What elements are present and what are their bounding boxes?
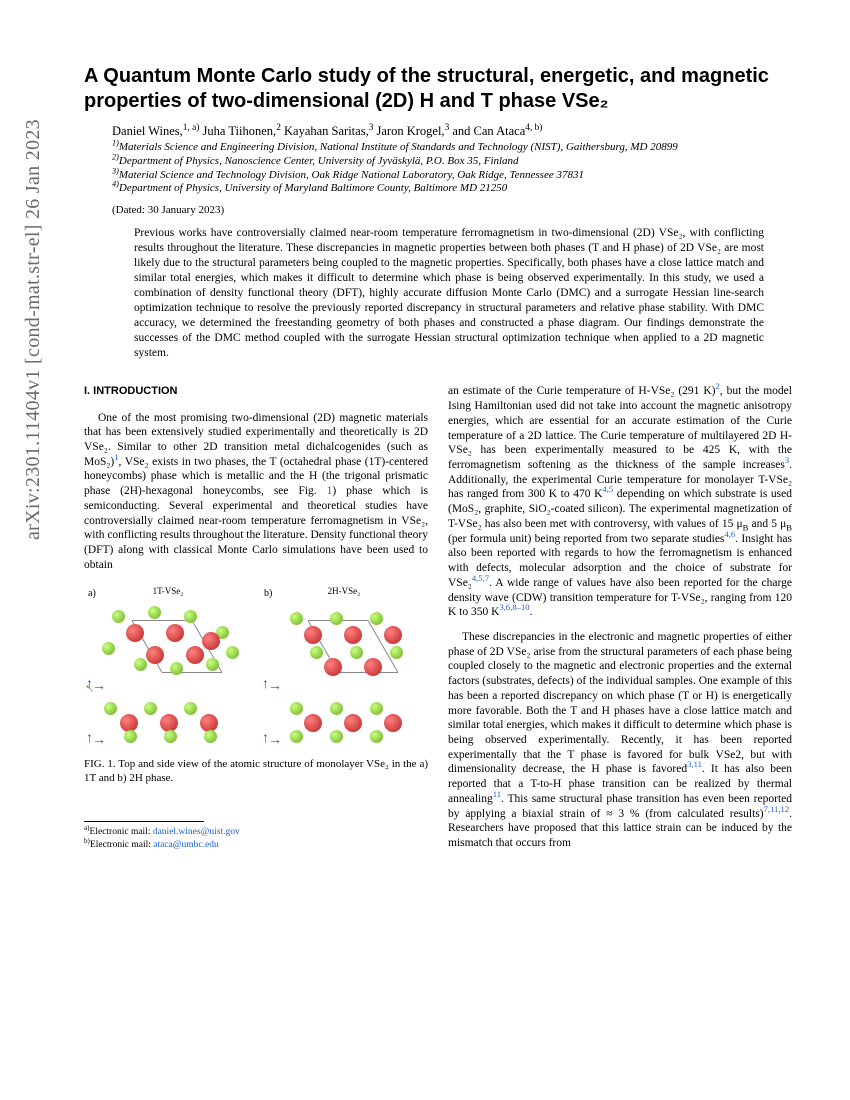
axis-triad-icon: ↑ → xyxy=(86,722,110,746)
left-column: I. INTRODUCTION One of the most promisin… xyxy=(84,384,428,852)
affiliation-3: 3)Material Science and Technology Divisi… xyxy=(112,169,792,183)
email-link-a[interactable]: daniel.wines@nist.gov xyxy=(153,827,240,837)
footnote-b: b)Electronic mail: ataca@umbc.edu xyxy=(84,839,428,851)
structure-2h-side: ↑ → xyxy=(260,698,428,746)
se-atom-icon xyxy=(148,606,161,619)
section-heading-intro: I. INTRODUCTION xyxy=(84,384,428,398)
v-atom-icon xyxy=(344,714,362,732)
se-atom-icon xyxy=(184,702,197,715)
paper-title: A Quantum Monte Carlo study of the struc… xyxy=(84,64,792,114)
panel-a-title: 1T-VSe₂ xyxy=(84,586,252,598)
figure-1-panel-a: a) 1T-VSe₂ xyxy=(84,586,252,746)
se-atom-icon xyxy=(370,612,383,625)
panel-a-label: a) xyxy=(88,588,96,601)
footnote-a: a)Electronic mail: daniel.wines@nist.gov xyxy=(84,826,428,838)
intro-paragraph-1: One of the most promising two-dimensiona… xyxy=(84,411,428,573)
se-atom-icon xyxy=(290,730,303,743)
affiliation-2: 2)Department of Physics, Nanoscience Cen… xyxy=(112,155,792,169)
right-paragraph-2: These discrepancies in the electronic an… xyxy=(448,630,792,851)
v-atom-icon xyxy=(304,714,322,732)
email-link-b[interactable]: ataca@umbc.edu xyxy=(153,840,218,850)
se-atom-icon xyxy=(330,612,343,625)
authors-line: Daniel Wines,1, a) Juha Tiihonen,2 Kayah… xyxy=(112,124,792,139)
right-paragraph-1: an estimate of the Curie temperature of … xyxy=(448,384,792,620)
panel-b-label: b) xyxy=(264,588,272,601)
figure-1-caption: FIG. 1. Top and side view of the atomic … xyxy=(84,758,428,786)
se-atom-icon xyxy=(390,646,403,659)
se-atom-icon xyxy=(170,662,183,675)
figure-1: a) 1T-VSe₂ xyxy=(84,586,428,785)
v-atom-icon xyxy=(166,624,184,642)
se-atom-icon xyxy=(124,730,137,743)
se-atom-icon xyxy=(370,702,383,715)
axis-triad-icon: ↑ → xyxy=(262,668,286,692)
se-atom-icon xyxy=(330,702,343,715)
v-atom-icon xyxy=(202,632,220,650)
structure-1t-side: ↑ → xyxy=(84,698,252,746)
footnote-rule xyxy=(84,821,204,822)
two-column-body: I. INTRODUCTION One of the most promisin… xyxy=(84,384,792,852)
se-atom-icon xyxy=(164,730,177,743)
v-atom-icon xyxy=(344,626,362,644)
se-atom-icon xyxy=(330,730,343,743)
se-atom-icon xyxy=(134,658,147,671)
page-content: A Quantum Monte Carlo study of the struc… xyxy=(0,0,850,893)
v-atom-icon xyxy=(126,624,144,642)
se-atom-icon xyxy=(104,702,117,715)
axis-triad-icon: ↑ → → xyxy=(86,668,110,692)
se-atom-icon xyxy=(206,658,219,671)
v-atom-icon xyxy=(324,658,342,676)
v-atom-icon xyxy=(384,714,402,732)
axis-triad-icon: ↑ → xyxy=(262,722,286,746)
affiliation-4: 4)Department of Physics, University of M… xyxy=(112,182,792,196)
se-atom-icon xyxy=(204,730,217,743)
se-atom-icon xyxy=(112,610,125,623)
dated-line: (Dated: 30 January 2023) xyxy=(112,204,792,216)
v-atom-icon xyxy=(304,626,322,644)
affiliation-1: 1)Materials Science and Engineering Divi… xyxy=(112,141,792,155)
se-atom-icon xyxy=(310,646,323,659)
panel-b-title: 2H-VSe₂ xyxy=(260,586,428,598)
structure-1t-top: ↑ → → xyxy=(84,602,252,692)
right-column: an estimate of the Curie temperature of … xyxy=(448,384,792,852)
se-atom-icon xyxy=(144,702,157,715)
v-atom-icon xyxy=(146,646,164,664)
se-atom-icon xyxy=(226,646,239,659)
se-atom-icon xyxy=(290,612,303,625)
v-atom-icon xyxy=(186,646,204,664)
v-atom-icon xyxy=(364,658,382,676)
se-atom-icon xyxy=(102,642,115,655)
structure-2h-top: ↑ → xyxy=(260,602,428,692)
se-atom-icon xyxy=(290,702,303,715)
se-atom-icon xyxy=(350,646,363,659)
figure-1-panel-b: b) 2H-VSe₂ xyxy=(260,586,428,746)
se-atom-icon xyxy=(370,730,383,743)
abstract: Previous works have controversially clai… xyxy=(134,226,764,360)
se-atom-icon xyxy=(184,610,197,623)
arxiv-stamp: arXiv:2301.11404v1 [cond-mat.str-el] 26 … xyxy=(22,119,45,540)
v-atom-icon xyxy=(384,626,402,644)
